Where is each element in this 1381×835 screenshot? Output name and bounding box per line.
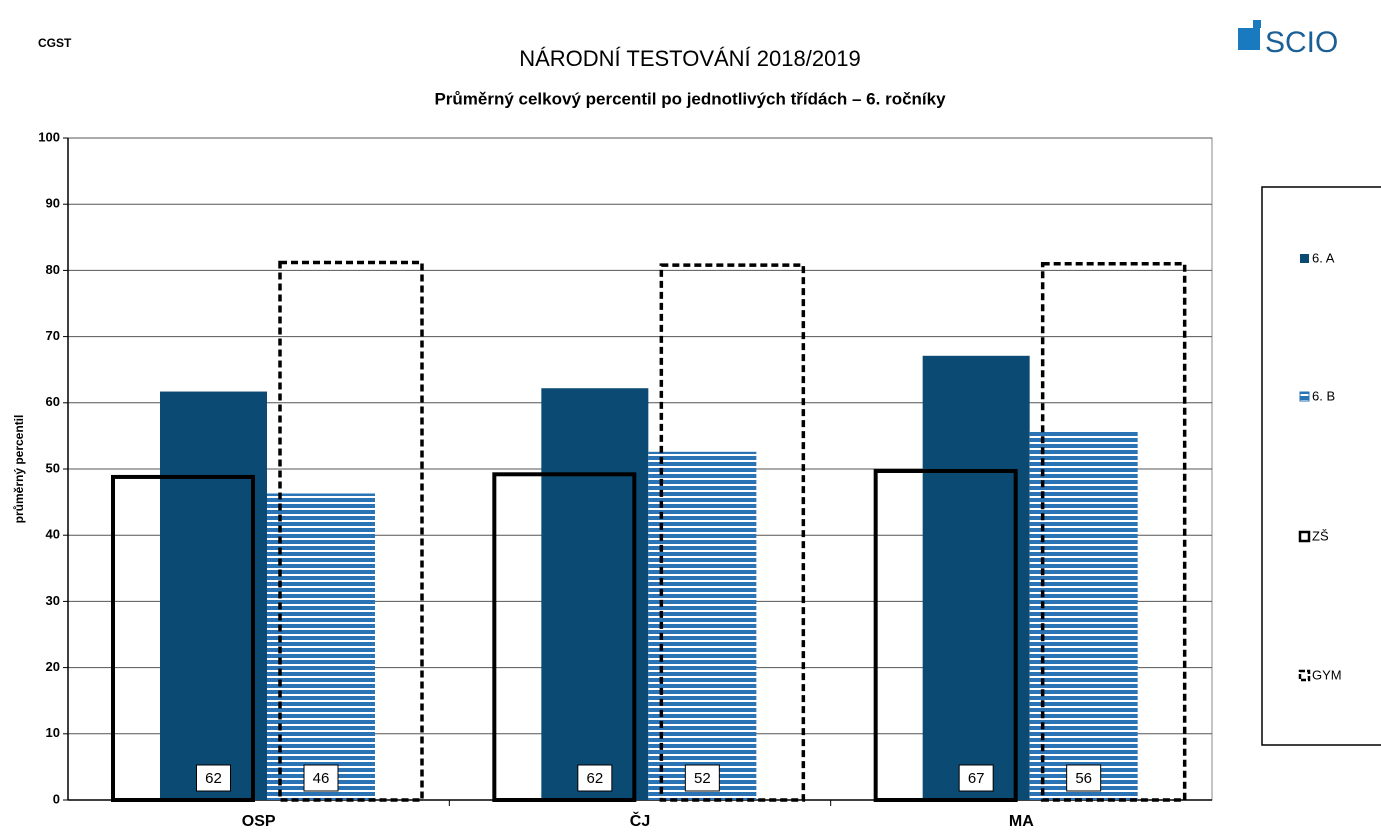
legend-swatch [1298,669,1311,682]
bar [267,493,375,800]
value-label: 62 [586,770,603,787]
value-label-box [577,764,613,792]
y-tick-label: 40 [46,527,60,542]
y-tick-label: 20 [46,659,60,674]
y-tick-label: 90 [46,196,60,211]
bar [1040,262,1187,802]
value-label-box [196,764,231,792]
legend-label: 6. A [1312,250,1335,265]
x-tick-label: MA [1009,813,1034,830]
value-label-box [1066,764,1102,792]
value-label-box [684,764,720,792]
y-tick-label: 10 [46,725,60,740]
y-tick-label: 0 [53,791,60,806]
value-label: 67 [968,770,985,787]
legend-swatch [1298,530,1311,543]
bar [648,451,757,800]
bar [278,260,424,802]
logo-dot [1253,20,1261,28]
x-tick-label: OSP [242,813,276,830]
bar [111,474,255,802]
y-tick-label: 80 [46,262,60,277]
bar [659,263,806,802]
value-label-box [958,764,994,792]
logo-square [1238,28,1260,50]
y-tick-label: 50 [46,460,60,475]
value-label-box [303,764,339,792]
y-tick-label: 70 [46,328,60,343]
y-tick-label: 60 [46,394,60,409]
legend-label: 6. B [1312,388,1335,403]
y-tick-label: 30 [46,593,60,608]
bar [1029,431,1138,800]
value-label: 46 [313,770,330,787]
y-axis-label: průměrný percentil [12,415,26,524]
legend-swatch [1300,254,1309,263]
bar [492,472,637,802]
value-label: 56 [1075,770,1092,787]
legend-swatch [1299,391,1310,402]
header-label: CGST [38,36,72,50]
legend-label: ZŠ [1312,528,1329,543]
logo-text: SCIO [1265,26,1338,59]
y-tick-label: 100 [38,129,60,144]
chart-title: NÁRODNÍ TESTOVÁNÍ 2018/2019 [519,46,861,71]
bar [922,355,1030,800]
value-label: 62 [205,770,222,787]
value-label: 52 [694,770,711,787]
legend-box [1261,186,1381,746]
x-tick-label: ČJ [630,811,650,830]
bar [541,388,649,800]
bar [873,468,1018,802]
chart-subtitle: Průměrný celkový percentil po jednotlivý… [434,89,946,108]
bar [160,391,267,800]
legend-label: GYM [1312,667,1342,682]
